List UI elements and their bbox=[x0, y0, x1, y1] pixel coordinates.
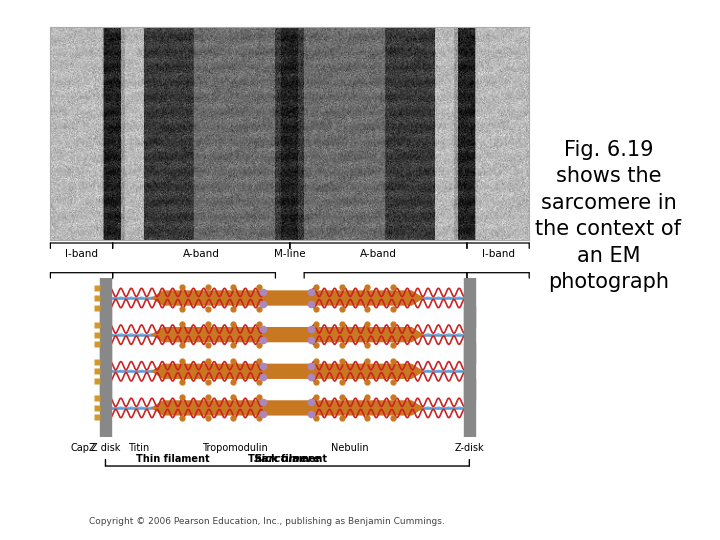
Text: Z disk: Z disk bbox=[91, 443, 120, 453]
Polygon shape bbox=[151, 400, 424, 416]
Text: Fig. 6.19
shows the
sarcomere in
the context of
an EM
photograph: Fig. 6.19 shows the sarcomere in the con… bbox=[536, 140, 681, 292]
Text: Z-disk: Z-disk bbox=[454, 443, 484, 453]
Bar bbox=[464, 342, 474, 400]
Bar bbox=[464, 269, 474, 327]
Text: M-line: M-line bbox=[274, 249, 305, 260]
Bar bbox=[464, 379, 474, 437]
Text: A-band: A-band bbox=[183, 249, 220, 260]
Bar bbox=[100, 379, 111, 437]
Text: Copyright © 2006 Pearson Education, Inc., publishing as Benjamin Cummings.: Copyright © 2006 Pearson Education, Inc.… bbox=[89, 517, 444, 526]
Bar bbox=[100, 269, 111, 327]
Text: I-band: I-band bbox=[65, 249, 98, 260]
Bar bbox=[100, 342, 111, 400]
Text: Thin filament: Thin filament bbox=[135, 454, 210, 464]
Polygon shape bbox=[151, 327, 424, 342]
Bar bbox=[100, 306, 111, 363]
Text: Tropomodulin: Tropomodulin bbox=[202, 443, 268, 453]
Text: CapZ: CapZ bbox=[71, 443, 96, 453]
Text: I-band: I-band bbox=[482, 249, 515, 260]
Bar bbox=[464, 306, 474, 363]
Polygon shape bbox=[151, 363, 424, 379]
Text: Titin: Titin bbox=[128, 443, 150, 453]
Text: Sarcomere: Sarcomere bbox=[253, 454, 321, 464]
Polygon shape bbox=[151, 291, 424, 306]
Text: Thick filament: Thick filament bbox=[248, 454, 327, 464]
Text: A-band: A-band bbox=[360, 249, 397, 260]
Text: Nebulin: Nebulin bbox=[330, 443, 369, 453]
